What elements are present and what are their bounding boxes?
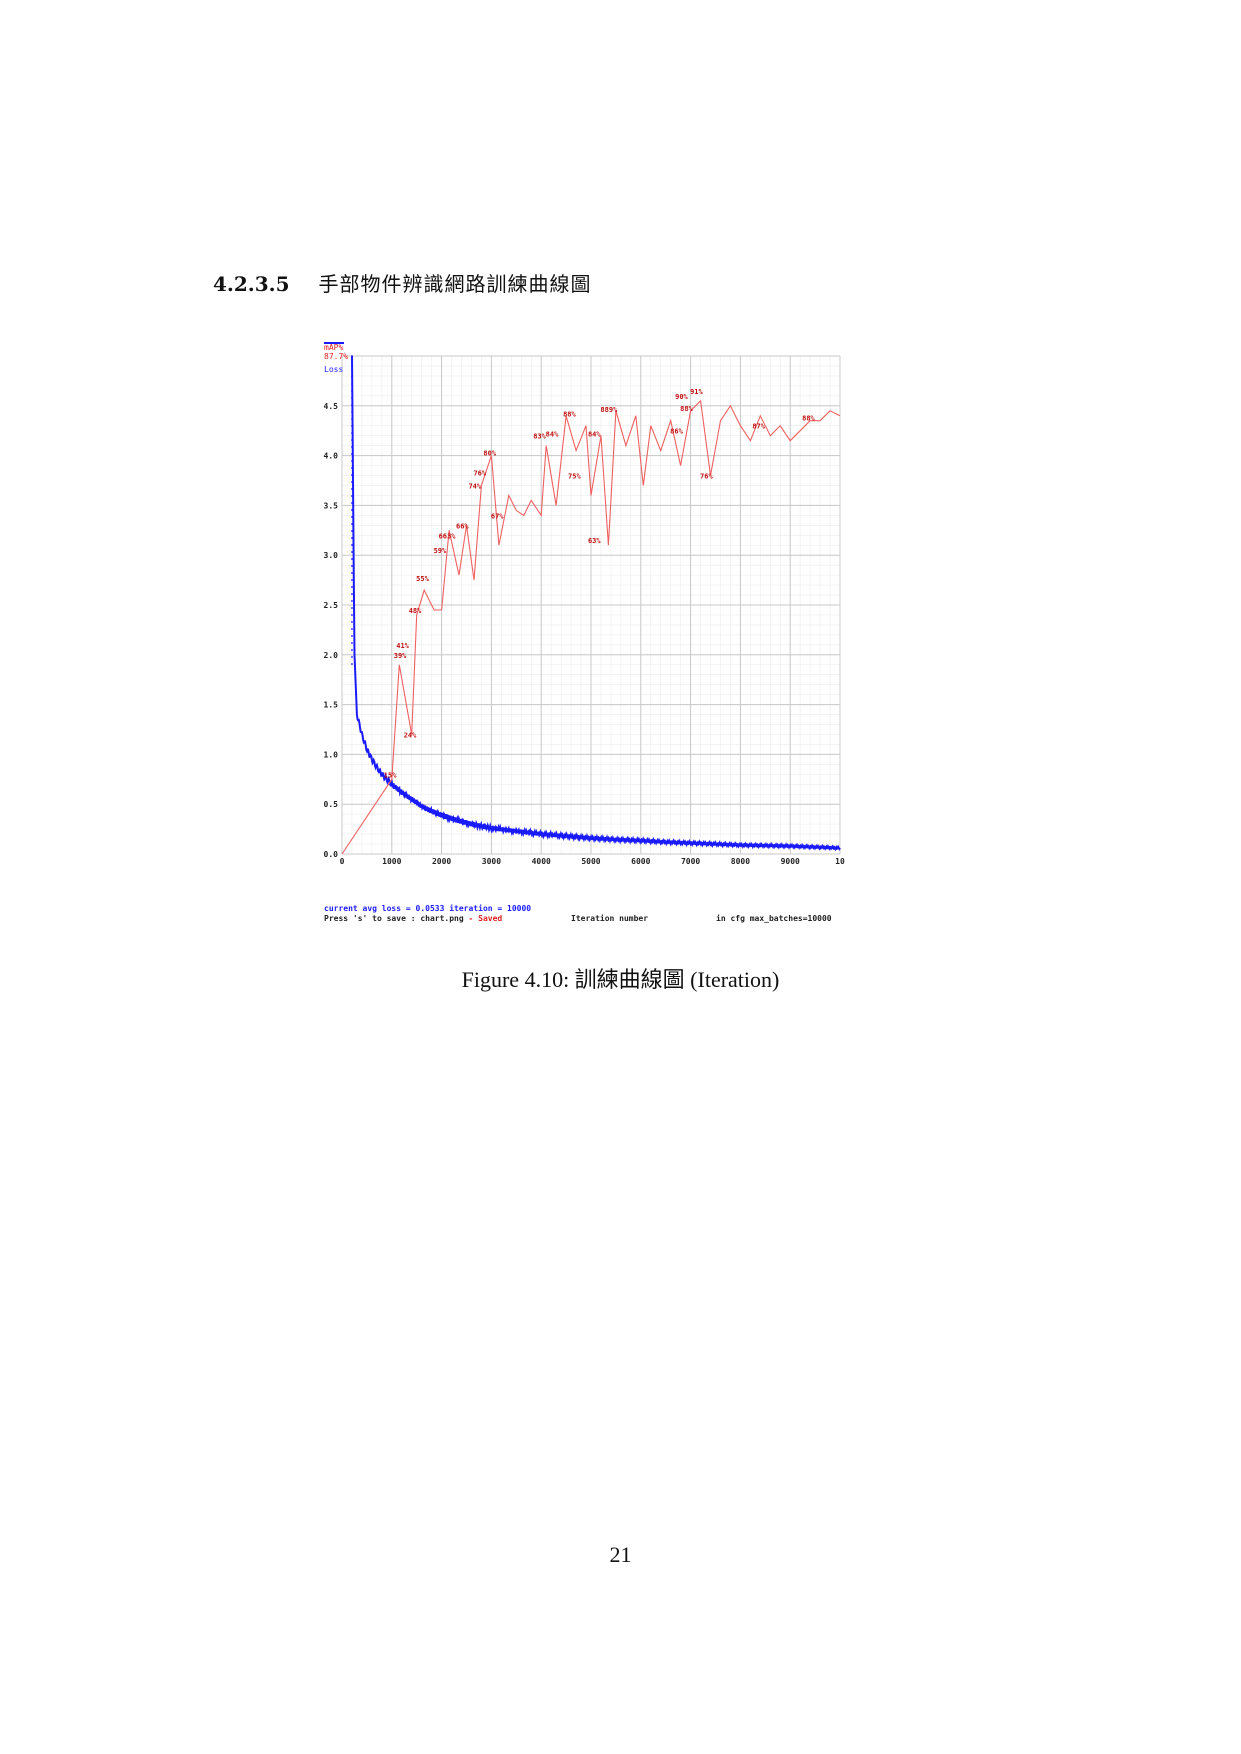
x-tick-label: 9000 [781, 857, 800, 866]
map-point-label: 84% [588, 431, 601, 439]
loss-axis-dot [351, 621, 353, 623]
map-point-label: 74% [468, 482, 481, 490]
map-point-label: 24% [404, 731, 417, 739]
loss-axis-dot [351, 628, 353, 630]
map-point-label: 90% [675, 393, 688, 401]
map-point-label: 663% [439, 532, 457, 540]
loss-axis-dot [351, 544, 353, 546]
legend-best-map: 87.7% [324, 352, 348, 361]
loss-axis-dot [351, 663, 353, 665]
map-point-label: 87% [752, 423, 765, 431]
map-point-label: 75% [568, 473, 581, 481]
loss-series-line [351, 355, 841, 852]
section-heading: 4.2.3.5 手部物件辨識網路訓練曲線圖 [213, 268, 592, 297]
map-point-label: 889% [600, 406, 618, 414]
section-number: 4.2.3.5 [213, 272, 290, 296]
loss-axis-dot [351, 579, 353, 581]
y-tick-label: 4.0 [324, 452, 339, 461]
map-point-label: 86% [670, 428, 683, 436]
map-point-label: 80% [483, 450, 496, 458]
loss-axis-dot [351, 607, 353, 609]
map-point-label: 91% [690, 388, 703, 396]
x-tick-label: 10 [835, 857, 845, 866]
y-tick-label: 0.5 [324, 800, 339, 809]
section-title: 手部物件辨識網路訓練曲線圖 [318, 272, 592, 296]
footer-current-loss: current avg loss = 0.0533 iteration = 10… [324, 903, 531, 913]
loss-axis-dot [351, 572, 353, 574]
y-tick-label: 1.5 [324, 701, 339, 710]
x-tick-label: 1000 [382, 857, 401, 866]
map-point-label: 76% [473, 470, 486, 478]
x-tick-label: 3000 [482, 857, 501, 866]
map-point-label: 88% [802, 415, 815, 423]
map-point-label: 15% [384, 771, 397, 779]
map-point-label: 66% [456, 522, 469, 530]
y-tick-label: 2.5 [324, 601, 339, 610]
map-point-label: 83% [533, 433, 546, 441]
footer-max-batches: in cfg max_batches=10000 [716, 913, 832, 923]
footer-saved-text: - Saved [469, 914, 503, 923]
figure-caption: Figure 4.10: 訓練曲線圖 (Iteration) [461, 967, 780, 992]
plot-lines [341, 355, 841, 855]
map-point-label: 67% [491, 512, 504, 520]
loss-axis-dot [351, 537, 353, 539]
loss-axis-dot [351, 551, 353, 553]
x-tick-label: 0 [340, 857, 345, 866]
x-tick-label: 6000 [631, 857, 650, 866]
footer-save-hint: Press 's' to save : chart.png - Saved [324, 914, 502, 923]
map-point-label: 41% [396, 642, 409, 650]
y-tick-label: 4.5 [324, 402, 339, 411]
loss-axis-dot [351, 656, 353, 658]
loss-axis-dot [351, 649, 353, 651]
map-point-label: 48% [409, 607, 422, 615]
y-tick-label: 2.0 [324, 651, 339, 660]
x-tick-label: 8000 [731, 857, 750, 866]
map-point-label: 63% [588, 537, 601, 545]
loss-axis-dot [351, 600, 353, 602]
x-tick-label: 4000 [532, 857, 551, 866]
map-point-label: 88% [563, 411, 576, 419]
y-tick-label: 0.0 [324, 850, 339, 859]
footer-save-text: Press 's' to save : chart.png [324, 914, 464, 923]
x-tick-label: 5000 [581, 857, 600, 866]
map-point-label: 59% [434, 547, 447, 555]
loss-axis-dot [351, 614, 353, 616]
x-axis-label: Iteration number [571, 913, 648, 923]
y-tick-label: 3.5 [324, 501, 339, 510]
y-tick-label: 3.0 [324, 551, 339, 560]
loss-axis-dot [351, 593, 353, 595]
map-point-label: 39% [394, 652, 407, 660]
training-chart: mAP% 87.7% Loss 0.0 0.5 1.0 1.5 2.0 2.5 3.0 3.5… [316, 338, 916, 936]
x-tick-label: 2000 [432, 857, 451, 866]
map-point-label: 55% [416, 575, 429, 583]
legend-map: mAP% [324, 343, 343, 352]
map-point-label: 88% [680, 405, 693, 413]
y-axis-ticks: 0.0 0.5 1.0 1.5 2.0 2.5 3.0 3.5 4.0 4.5 [324, 402, 339, 859]
loss-axis-dot [351, 635, 353, 637]
x-axis-ticks: 0 1000 2000 3000 4000 5000 6000 7000 8000 9000 10 [340, 857, 845, 866]
loss-axis-dot [351, 642, 353, 644]
loss-axis-dot [351, 558, 353, 560]
page-number: 21 [609, 1542, 632, 1567]
map-point-label: 76% [700, 473, 713, 481]
y-tick-label: 1.0 [324, 750, 339, 759]
legend-loss: Loss [324, 365, 343, 374]
map-series-line [341, 399, 841, 855]
loss-axis-dot [351, 586, 353, 588]
map-point-labels: 15% 24% 39% 41% 48% 55% 59% 663% 66% 74% 76% 80% 67%… [384, 388, 816, 779]
x-tick-label: 7000 [681, 857, 700, 866]
loss-axis-dot [351, 565, 353, 567]
map-point-label: 84% [546, 431, 559, 439]
